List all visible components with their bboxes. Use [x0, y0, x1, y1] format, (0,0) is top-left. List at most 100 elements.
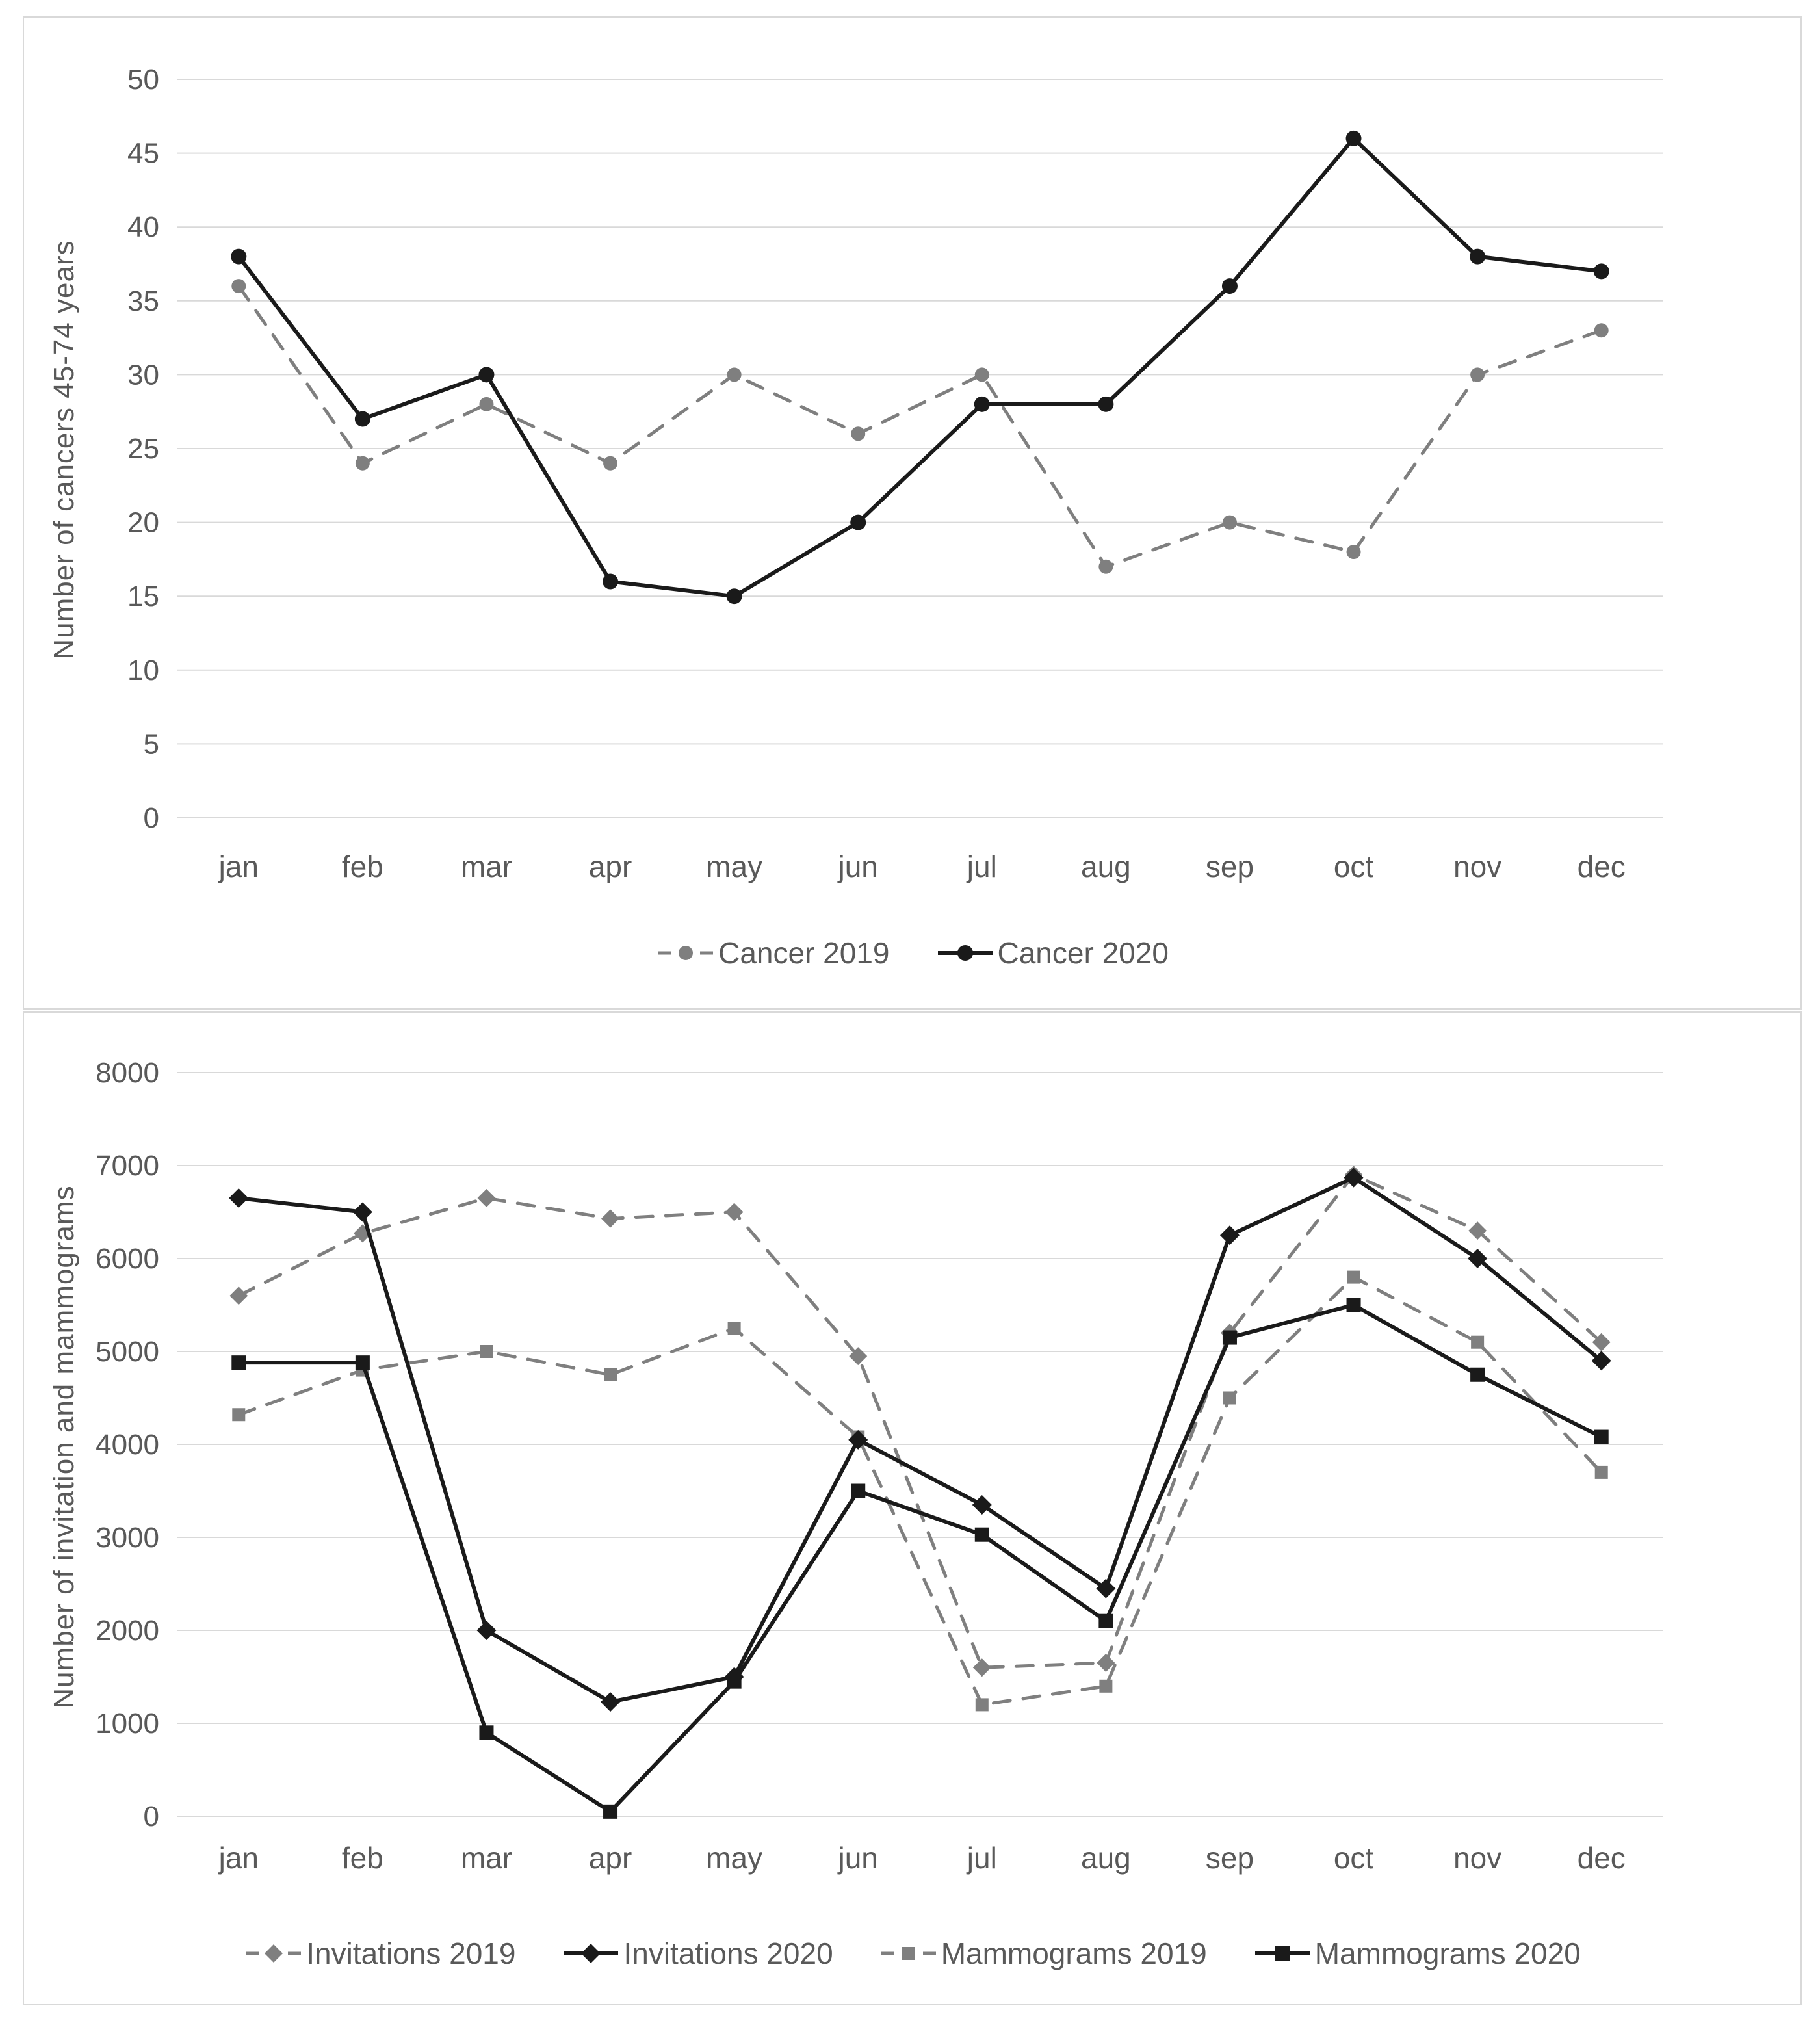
marker-mammograms-2020	[727, 1674, 742, 1689]
marker-cancer-2020	[603, 573, 619, 590]
y-tick-label: 15	[127, 581, 159, 612]
invitations-mammograms-chart-legend: Invitations 2019 Invitations 2020 Mammogra…	[24, 1936, 1800, 1971]
invitations-2019-legend-marker-icon	[246, 1944, 302, 1963]
marker-mammograms-2020	[231, 1355, 246, 1370]
marker-mammograms-2020	[1594, 1429, 1609, 1444]
marker-mammograms-2019	[480, 1345, 493, 1358]
y-tick-label: 3000	[96, 1522, 159, 1554]
marker-cancer-2019	[1222, 515, 1237, 530]
y-tick-label: 6000	[96, 1243, 159, 1275]
series-line-invitations-2019	[237, 1173, 1604, 1669]
marker-mammograms-2020	[974, 1527, 989, 1542]
cancer-chart-panel: 0 5 10 15 20 25 30 35 40 45 50 jan feb mar apr may jun ju…	[23, 16, 1802, 1010]
x-category-label: sep	[1206, 850, 1254, 883]
gridlines-group	[177, 79, 1663, 818]
marker-invitations-2020	[1468, 1249, 1488, 1268]
series-markers-cancer-2020	[231, 130, 1609, 605]
legend-label: Mammograms 2020	[1314, 1937, 1581, 1970]
gridlines-group	[177, 1072, 1663, 1817]
y-tick-label: 1000	[96, 1708, 159, 1740]
invitations-2020-legend-marker-icon	[564, 1944, 619, 1963]
marker-cancer-2019	[355, 456, 370, 471]
x-category-label: nov	[1453, 1841, 1502, 1875]
marker-mammograms-2020	[851, 1483, 866, 1498]
cancer-chart-y-axis-title: Number of cancers 45-74 years	[48, 240, 80, 660]
marker-cancer-2020	[726, 588, 742, 605]
x-category-label: sep	[1206, 1841, 1254, 1875]
invitations-mammograms-chart-panel: 0 1000 2000 3000 4000 5000 6000 7000 8000 jan feb m…	[23, 1012, 1802, 2005]
x-category-label: oct	[1334, 850, 1374, 883]
x-category-label: dec	[1578, 850, 1626, 883]
marker-invitations-2020	[352, 1202, 372, 1222]
marker-cancer-2019	[1470, 367, 1485, 382]
x-category-label: feb	[342, 850, 384, 883]
x-category-label: feb	[342, 1841, 384, 1875]
marker-invitations-2020	[848, 1429, 868, 1450]
x-category-label: may	[706, 850, 762, 883]
y-tick-label: 4000	[96, 1429, 159, 1461]
legend-marker-glyph	[902, 1947, 915, 1960]
marker-invitations-2020	[601, 1692, 621, 1712]
x-category-label: aug	[1081, 1841, 1131, 1875]
marker-cancer-2019	[231, 279, 246, 294]
y-tick-label: 35	[127, 285, 159, 317]
marker-invitations-2019	[849, 1347, 868, 1366]
series-line-invitations-2020	[237, 1175, 1604, 1704]
y-tick-label: 30	[127, 359, 159, 391]
x-category-label: nov	[1453, 850, 1502, 883]
y-tick-labels-group: 0 1000 2000 3000 4000 5000 6000 7000 8000	[96, 1057, 159, 1833]
x-category-label: aug	[1081, 850, 1131, 883]
marker-invitations-2019	[1468, 1221, 1487, 1240]
x-category-label: jun	[837, 1841, 878, 1875]
series-markers-mammograms-2020	[231, 1298, 1609, 1819]
marker-invitations-2019	[601, 1209, 620, 1228]
x-category-label: jan	[218, 850, 259, 883]
marker-cancer-2020	[478, 367, 495, 383]
legend-marker-glyph	[265, 1944, 283, 1963]
invitations-mammograms-chart-svg: 0 1000 2000 3000 4000 5000 6000 7000 8000 jan feb m…	[96, 1057, 1663, 1875]
marker-cancer-2019	[1346, 545, 1361, 560]
y-tick-labels-group: 0 5 10 15 20 25 30 35 40 45 50	[127, 64, 159, 834]
marker-invitations-2019	[725, 1203, 744, 1221]
legend-label: Cancer 2020	[997, 936, 1169, 970]
x-category-label: jun	[837, 850, 878, 883]
marker-mammograms-2019	[1594, 1465, 1608, 1479]
series-line-cancer-2019	[237, 284, 1604, 569]
y-tick-label: 2000	[96, 1615, 159, 1647]
x-category-label: may	[706, 1841, 762, 1875]
marker-mammograms-2020	[1098, 1613, 1113, 1628]
cancer-chart-legend: Cancer 2019 Cancer 2020	[24, 935, 1800, 971]
marker-invitations-2020	[1096, 1578, 1116, 1599]
legend-label: Invitations 2020	[623, 1937, 833, 1970]
marker-cancer-2019	[727, 367, 742, 382]
mammograms-2019-legend-marker-icon	[881, 1947, 936, 1960]
marker-mammograms-2019	[727, 1322, 741, 1335]
marker-invitations-2019	[1097, 1654, 1115, 1673]
marker-cancer-2020	[354, 411, 370, 427]
marker-cancer-2020	[1593, 263, 1609, 280]
legend-marker-glyph	[1275, 1946, 1290, 1961]
legend-item-invitations-2019: Invitations 2019	[244, 1936, 515, 1971]
legend-item-mammograms-2019: Mammograms 2019	[879, 1936, 1207, 1971]
x-category-labels-group: jan feb mar apr may jun jul aug sep oct nov dec	[218, 1841, 1626, 1875]
y-tick-label: 40	[127, 211, 159, 243]
legend-label: Mammograms 2019	[941, 1937, 1207, 1970]
legend-marker-glyph	[581, 1944, 601, 1963]
cancer-2020-legend-marker-icon	[937, 945, 993, 961]
marker-invitations-2020	[1344, 1168, 1364, 1188]
y-tick-label: 50	[127, 64, 159, 96]
marker-cancer-2020	[974, 396, 990, 412]
marker-mammograms-2020	[355, 1355, 370, 1370]
marker-cancer-2019	[479, 397, 494, 411]
legend-marker-glyph	[679, 946, 694, 960]
marker-mammograms-2019	[1347, 1270, 1360, 1284]
legend-item-cancer-2019: Cancer 2019	[656, 935, 890, 971]
x-category-label: dec	[1578, 1841, 1626, 1875]
marker-mammograms-2020	[1470, 1367, 1485, 1382]
marker-cancer-2019	[1098, 559, 1113, 574]
marker-mammograms-2019	[1471, 1335, 1485, 1349]
marker-mammograms-2019	[604, 1368, 618, 1381]
marker-cancer-2019	[851, 426, 866, 441]
x-category-label: jan	[218, 1841, 259, 1875]
marker-cancer-2020	[1346, 130, 1362, 146]
